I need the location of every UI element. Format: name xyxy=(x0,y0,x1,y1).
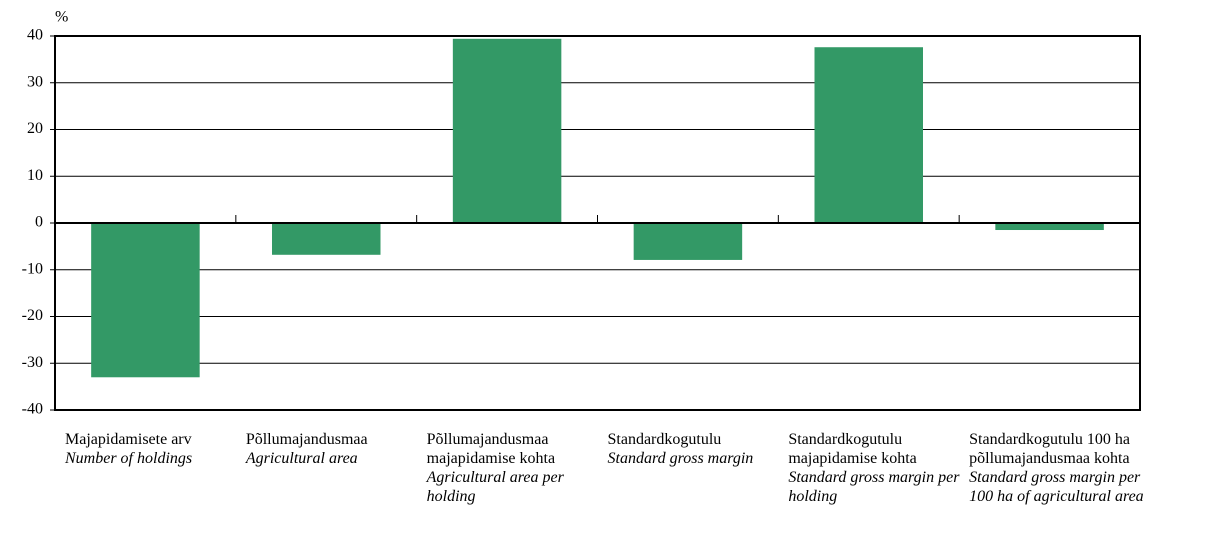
bar xyxy=(814,47,923,223)
x-tick-label: Standardkogutulu 100 ha põllumajandusmaa… xyxy=(969,430,1154,506)
y-tick-label: 30 xyxy=(27,73,43,90)
category-en: Number of holdings xyxy=(65,450,193,467)
category-et: Standardkogutulu 100 ha põllumajandusmaa… xyxy=(969,431,1131,467)
bar xyxy=(995,223,1104,231)
x-tick-label: Põllumajandusmaa Agricultural area xyxy=(246,430,431,468)
y-tick-label: -10 xyxy=(22,260,43,277)
x-tick-label: Majapidamisete arv Number of holdings xyxy=(65,430,250,468)
y-tick-label: -30 xyxy=(22,354,43,371)
category-et: Põllumajandusmaa xyxy=(245,431,368,448)
y-tick-label: 20 xyxy=(27,120,43,137)
y-tick-label: -40 xyxy=(22,401,43,418)
bar xyxy=(272,223,381,255)
x-tick-label: Standardkogutulu majapidamise kohta Stand… xyxy=(788,430,973,506)
category-en: Agricultural area per holding xyxy=(426,469,564,505)
bar xyxy=(452,38,562,224)
category-et: Standardkogutulu majapidamise kohta xyxy=(788,431,917,467)
bar xyxy=(633,223,743,260)
category-et: Majapidamisete arv xyxy=(65,431,192,448)
y-unit: % xyxy=(55,9,68,26)
y-tick-label: -20 xyxy=(22,307,43,324)
category-en: Standard gross margin xyxy=(607,450,754,467)
bar xyxy=(91,223,200,378)
category-en: Agricultural area xyxy=(245,450,358,467)
plot-frame xyxy=(54,35,1141,411)
y-tick-label: 0 xyxy=(35,214,43,231)
category-et: Põllumajandusmaa majapidamise kohta xyxy=(426,431,556,467)
y-tick-label: 10 xyxy=(27,167,43,184)
x-tick-label: Standardkogutulu Standard gross margin xyxy=(608,430,793,468)
x-tick-label: Põllumajandusmaa majapidamise kohta Agric… xyxy=(427,430,612,506)
category-en: Standard gross margin per 100 ha of agri… xyxy=(969,469,1144,505)
category-en: Standard gross margin per holding xyxy=(788,469,960,505)
y-tick-label: 40 xyxy=(27,27,43,44)
category-et: Standardkogutulu xyxy=(607,431,722,448)
